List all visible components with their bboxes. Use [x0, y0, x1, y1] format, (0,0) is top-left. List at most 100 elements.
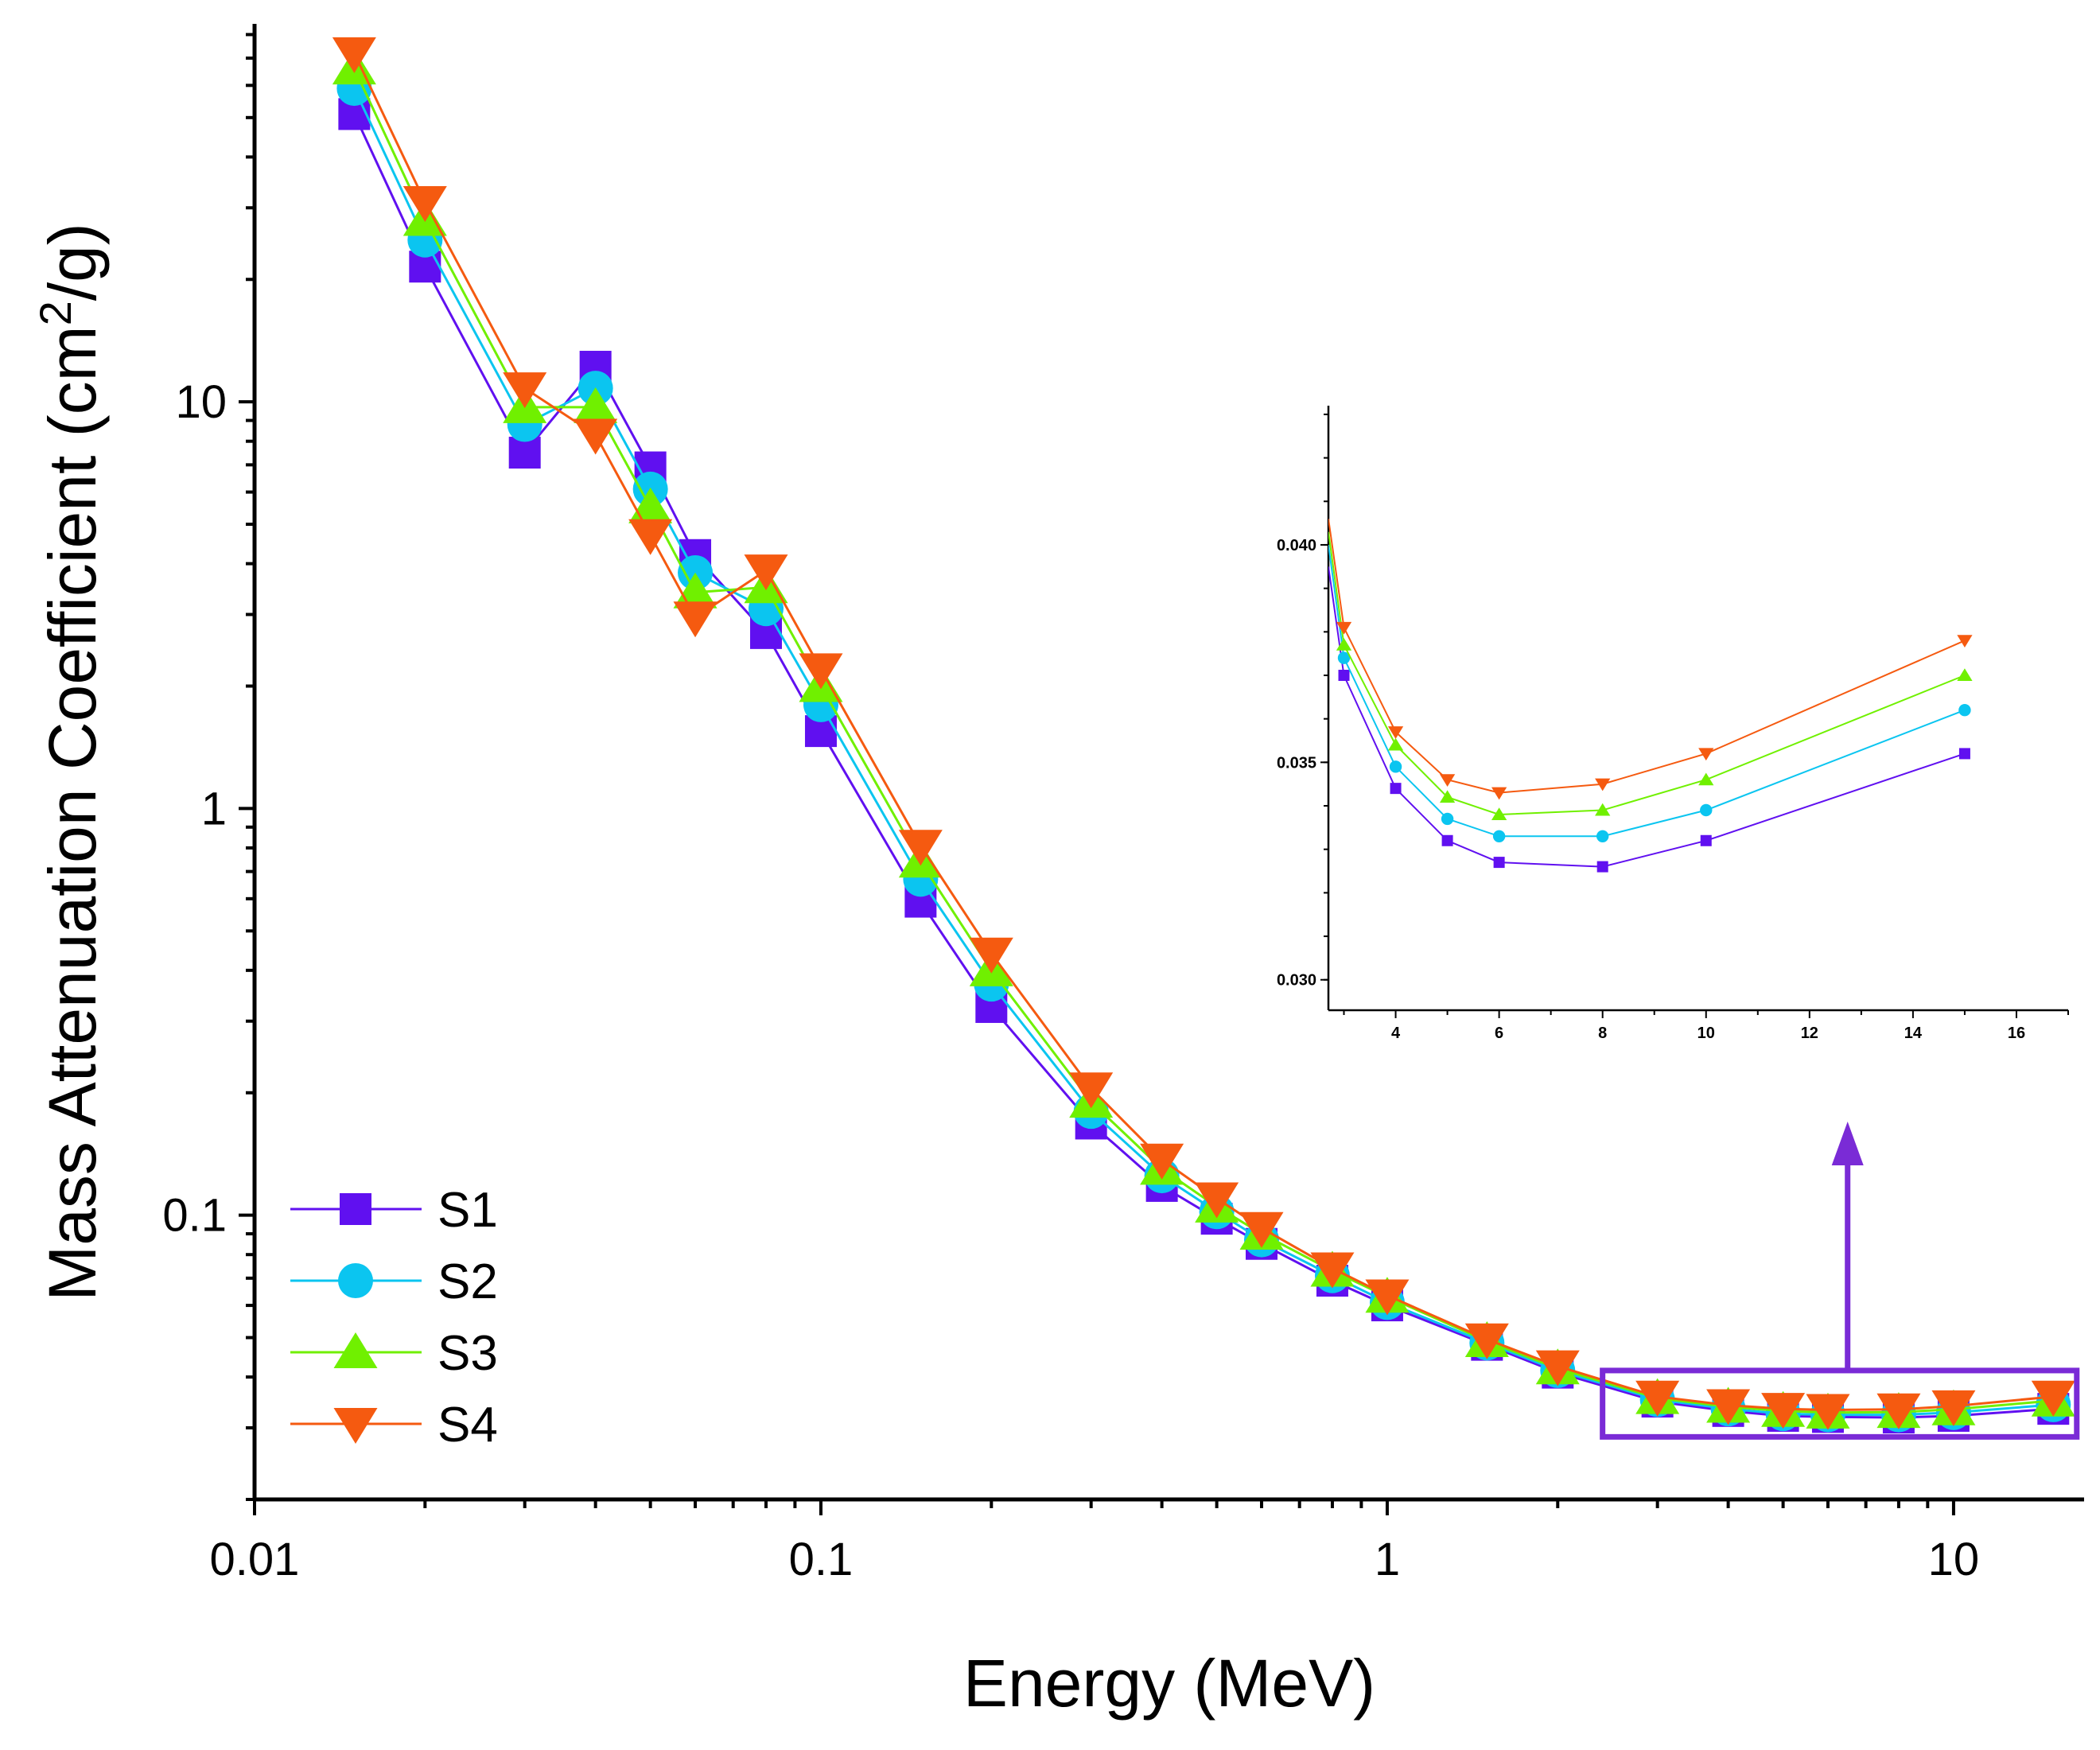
- inset-series-s3: [1328, 531, 1973, 820]
- inset-data-point-s3: [1439, 790, 1456, 803]
- x-axis-title: Energy (MeV): [963, 1646, 1375, 1721]
- data-point-s4: [1140, 1143, 1184, 1180]
- data-point-s4: [1706, 1389, 1751, 1425]
- x-tick-label: 10: [1928, 1534, 1980, 1585]
- inset-data-point-s2: [1700, 803, 1713, 817]
- inset-y-tick-label: 0.040: [1277, 537, 1316, 554]
- data-point-s4: [673, 601, 718, 638]
- x-tick-label: 0.01: [210, 1534, 300, 1585]
- data-point-s4: [1761, 1393, 1806, 1429]
- inset-data-point-s3: [1387, 737, 1404, 751]
- main-axes: 0.01 0.1 1 10 0.1 1 10: [162, 24, 2084, 1585]
- x-tick-label: 0.1: [789, 1534, 854, 1585]
- inset-background: [1328, 406, 2068, 1010]
- inset-series-s2: [1328, 544, 1971, 842]
- inset-data-point-s3: [1957, 668, 1973, 681]
- legend-label: S4: [438, 1398, 498, 1452]
- zoom-highlight: [1600, 1122, 2080, 1440]
- inset-x-tick-label: 6: [1495, 1025, 1503, 1042]
- y-tick-label: 10: [175, 376, 227, 428]
- inset-data-point-s3: [1491, 807, 1507, 820]
- inset-x-tick-label: 14: [1904, 1025, 1923, 1042]
- data-point-s1: [508, 437, 541, 469]
- y-tick-label: 1: [201, 783, 227, 834]
- inset-y-tick-label: 0.035: [1277, 754, 1316, 772]
- legend-marker-s1: [340, 1193, 371, 1225]
- inset-data-point-s4: [1698, 748, 1714, 761]
- inset-chart: 4 6 8 10 12 14 16 0.030 0.035 0.040: [1277, 406, 2069, 1042]
- legend-marker-s4: [333, 1408, 378, 1444]
- inset-series-line-s3: [1328, 531, 1966, 816]
- inset-data-point-s4: [1957, 635, 1973, 648]
- inset-x-tick-label: 8: [1598, 1025, 1607, 1042]
- inset-data-point-s2: [1596, 830, 1609, 842]
- data-point-s4: [1806, 1394, 1850, 1430]
- inset-series-group: [1328, 519, 1973, 873]
- data-point-s4: [1195, 1182, 1239, 1219]
- main-series-group: [332, 37, 2075, 1434]
- legend: S1 S2 S3 S4: [290, 1183, 498, 1452]
- data-point-s4: [898, 830, 943, 866]
- inset-data-point-s4: [1595, 778, 1611, 791]
- legend-item-s2: S2: [290, 1254, 498, 1309]
- data-point-s4: [1365, 1279, 1410, 1316]
- inset-data-point-s1: [1700, 834, 1712, 846]
- series-s4: [332, 37, 2075, 1430]
- inset-data-point-s3: [1698, 772, 1714, 786]
- legend-label: S1: [438, 1183, 498, 1238]
- legend-marker-s2: [338, 1263, 373, 1298]
- inset-data-point-s3: [1595, 803, 1611, 816]
- data-point-s4: [1931, 1390, 1976, 1426]
- data-point-s4: [1239, 1211, 1284, 1248]
- data-point-s4: [799, 653, 843, 690]
- data-point-s4: [1310, 1252, 1355, 1289]
- inset-data-point-s2: [1492, 830, 1506, 842]
- inset-x-tick-label: 10: [1698, 1025, 1715, 1042]
- highlight-box: [1600, 1367, 2080, 1440]
- data-point-s3: [574, 387, 618, 423]
- inset-data-point-s2: [1337, 651, 1351, 664]
- data-point-s4: [574, 418, 618, 455]
- y-axis-title: Mass Attenuation Coefficient (cm2/g): [30, 223, 111, 1301]
- y-tick-label: 0.1: [162, 1190, 227, 1242]
- inset-data-point-s2: [1958, 704, 1971, 717]
- legend-item-s4: S4: [290, 1398, 498, 1452]
- data-point-s4: [402, 185, 447, 222]
- inset-data-point-s4: [1336, 621, 1352, 635]
- inset-data-point-s1: [1596, 861, 1608, 873]
- data-point-s4: [1876, 1393, 1921, 1429]
- data-point-s4: [1069, 1072, 1114, 1109]
- inset-data-point-s1: [1441, 834, 1453, 846]
- data-point-s4: [2031, 1380, 2075, 1417]
- inset-series-line-s2: [1328, 544, 1966, 838]
- inset-data-point-s1: [1338, 669, 1350, 681]
- inset-data-point-s1: [1493, 857, 1505, 869]
- data-point-s4: [969, 937, 1013, 974]
- inset-y-tick-label: 0.030: [1277, 972, 1316, 990]
- legend-item-s3: S3: [290, 1326, 498, 1381]
- inset-data-point-s1: [1390, 783, 1402, 795]
- inset-x-tick-label: 16: [2008, 1025, 2025, 1042]
- data-point-s4: [628, 519, 673, 555]
- data-point-s4: [1635, 1380, 1680, 1417]
- x-tick-label: 1: [1375, 1534, 1400, 1585]
- data-point-s4: [332, 37, 376, 73]
- legend-label: S2: [438, 1254, 498, 1309]
- inset-data-point-s1: [1958, 748, 1970, 760]
- data-point-s4: [744, 554, 788, 591]
- inset-data-point-s4: [1387, 726, 1404, 739]
- legend-label: S3: [438, 1326, 498, 1381]
- inset-data-point-s3: [1336, 637, 1352, 651]
- legend-marker-s3: [333, 1332, 378, 1368]
- data-point-s4: [503, 372, 547, 409]
- inset-data-point-s2: [1389, 760, 1402, 773]
- zoom-arrow-head: [1831, 1122, 1864, 1165]
- inset-x-tick-label: 4: [1391, 1025, 1401, 1042]
- data-point-s4: [1464, 1323, 1509, 1359]
- legend-item-s1: S1: [290, 1183, 498, 1238]
- inset-series-s1: [1328, 566, 1970, 873]
- inset-series-s4: [1328, 519, 1973, 800]
- inset-data-point-s4: [1439, 774, 1456, 787]
- data-point-s4: [1535, 1350, 1580, 1386]
